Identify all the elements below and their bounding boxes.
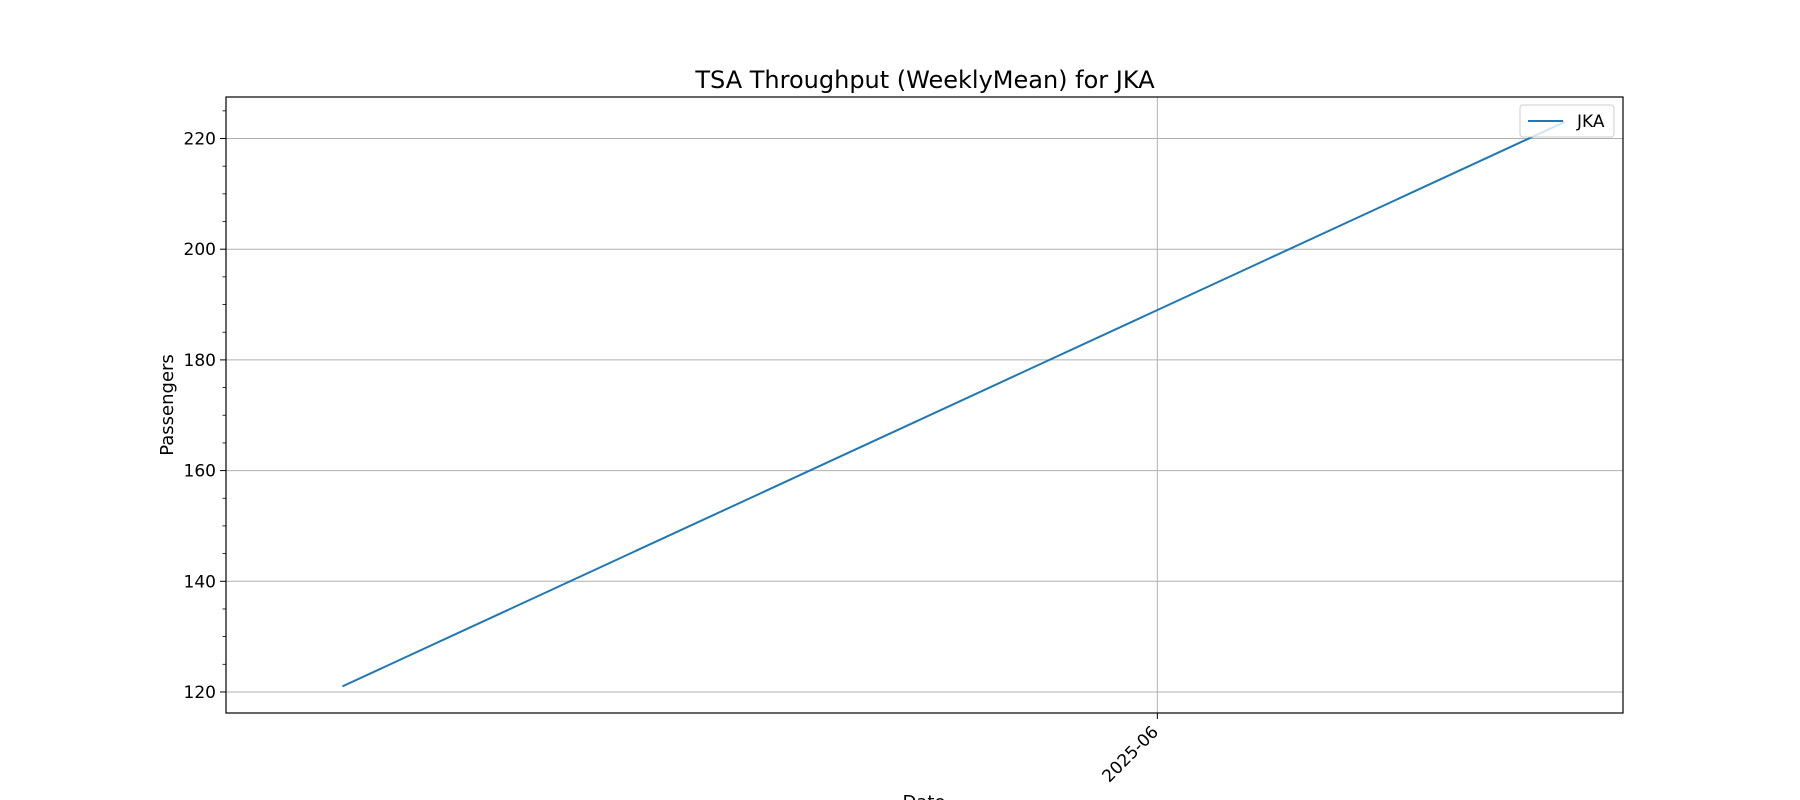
x-axis: 2025-06 — [1099, 713, 1163, 787]
y-tick-label: 200 — [184, 240, 216, 260]
y-tick-label: 180 — [184, 351, 216, 371]
y-tick-label: 120 — [184, 683, 216, 703]
legend: JKA — [1519, 104, 1615, 138]
grid — [226, 97, 1623, 713]
x-tick-label: 2025-06 — [1099, 722, 1163, 786]
chart-title: TSA Throughput (WeeklyMean) for JKA — [694, 66, 1155, 94]
y-tick-label: 140 — [184, 572, 216, 592]
y-axis: 120 140 160 180 200 220 — [184, 110, 226, 703]
y-tick-label: 220 — [184, 130, 216, 150]
legend-box — [1519, 104, 1615, 138]
series-line-jka — [341, 120, 1566, 688]
legend-label: JKA — [1576, 112, 1605, 132]
plot-frame — [225, 96, 1624, 714]
y-axis-label: Passengers — [157, 354, 178, 456]
y-tick-label: 160 — [184, 462, 216, 482]
series-layer — [341, 120, 1566, 688]
x-axis-label: Date — [902, 792, 945, 800]
